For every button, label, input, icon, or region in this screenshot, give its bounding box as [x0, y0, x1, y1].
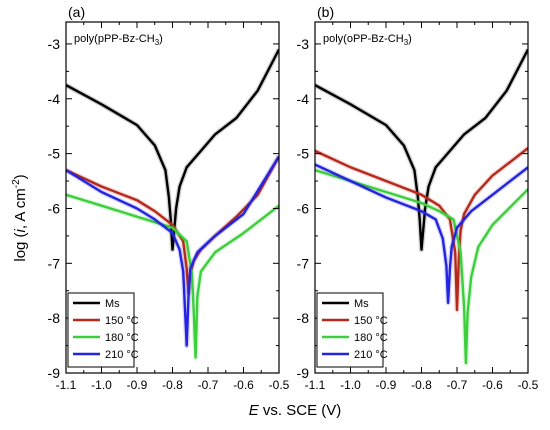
series-line-3: [315, 163, 528, 304]
x-tick-label: -0.6: [233, 378, 254, 392]
x-tick-label: -0.8: [411, 378, 432, 392]
y-tick-label: -4: [297, 91, 310, 107]
x-tick-label: -0.5: [269, 378, 290, 392]
series-line-2: [315, 168, 528, 365]
y-tick-label: -3: [48, 36, 61, 52]
legend: Ms 150 °C 180 °C 210 °C: [316, 292, 388, 368]
y-tick-label: -3: [297, 36, 310, 52]
series-line-0: [315, 48, 528, 251]
y-axis-label: log (i, A cm-2): [11, 174, 29, 261]
y-tick-label: -8: [297, 310, 310, 326]
legend-label: 150 °C: [105, 315, 139, 327]
y-tick-label: -7: [297, 255, 310, 271]
chart-panel-a: -1.1 -1.0 -0.9 -0.8 -0.7 -0.6 -0.5 -9 -8 -7 -6 -5 -4…: [48, 4, 290, 392]
panel-label: (a): [68, 4, 85, 20]
panel-title: poly(oPP-Bz-CH3): [323, 33, 412, 47]
y-tick-label: -8: [48, 310, 61, 326]
panel-title: poly(pPP-Bz-CH3): [74, 33, 163, 47]
x-axis-label: E vs. SCE (V): [249, 402, 342, 419]
legend-label: 210 °C: [105, 349, 139, 361]
y-tick-label: -5: [48, 146, 61, 162]
series-line-1: [315, 147, 528, 312]
x-tick-label: -1.1: [56, 378, 77, 392]
y-tick-label: -6: [297, 200, 310, 216]
x-tick-label: -0.7: [447, 378, 468, 392]
y-tick-label: -4: [48, 91, 61, 107]
y-tick-label: -7: [48, 255, 61, 271]
series-line-1: [66, 155, 279, 295]
chart-panel-b: -1.1 -1.0 -0.9 -0.8 -0.7 -0.6 -0.5 -9 -8 -7 -6 -5 -4…: [297, 4, 539, 392]
series-line-2: [66, 193, 279, 359]
x-tick-label: -0.9: [127, 378, 148, 392]
x-tick-label: -0.6: [482, 378, 503, 392]
series-halo-0: [66, 48, 279, 253]
x-tick-label: -1.0: [91, 378, 112, 392]
legend-label: Ms: [354, 298, 369, 310]
x-tick-label: -0.7: [198, 378, 219, 392]
legend-label: 210 °C: [354, 349, 388, 361]
legend-label: Ms: [105, 298, 120, 310]
series-line-3: [66, 155, 279, 347]
y-tick-label: -5: [297, 146, 310, 162]
panel-label: (b): [317, 4, 334, 20]
legend-label: 180 °C: [105, 332, 139, 344]
legend-label: 150 °C: [354, 315, 388, 327]
y-tick-label: -9: [48, 365, 61, 381]
x-tick-label: -1.1: [305, 378, 326, 392]
legend-label: 180 °C: [354, 332, 388, 344]
x-tick-label: -0.8: [162, 378, 183, 392]
x-tick-label: -0.9: [376, 378, 397, 392]
x-tick-label: -1.0: [340, 378, 361, 392]
y-tick-label: -6: [48, 200, 61, 216]
x-tick-label: -0.5: [518, 378, 539, 392]
legend: Ms 150 °C 180 °C 210 °C: [67, 292, 139, 368]
y-tick-label: -9: [297, 365, 310, 381]
